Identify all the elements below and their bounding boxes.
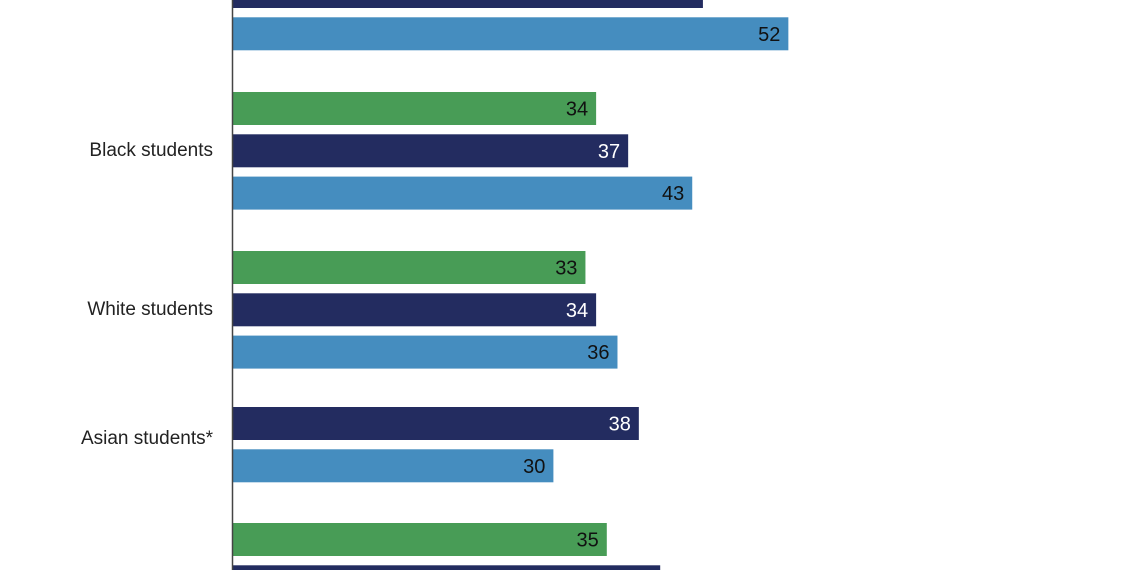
bar-value-label: 35 — [577, 530, 599, 552]
category-label: Black students — [89, 140, 213, 161]
bar-green — [233, 251, 586, 284]
bar-blue — [233, 17, 789, 51]
category-label: White students — [87, 299, 213, 320]
bar-navy — [233, 293, 597, 327]
bar-navy — [233, 134, 629, 168]
bar-navy — [233, 565, 661, 570]
bars-layer — [233, 0, 789, 570]
bar-value-label: 33 — [555, 258, 577, 280]
bar-value-label: 37 — [598, 141, 620, 163]
bar-value-label: 34 — [566, 300, 588, 322]
bar-value-label: 34 — [566, 99, 588, 121]
category-label: Asian students* — [81, 428, 214, 449]
bar-value-label: 30 — [523, 456, 545, 478]
bar-value-label: 52 — [758, 24, 780, 46]
bar-navy — [233, 0, 703, 8]
bar-blue — [233, 449, 554, 483]
labels-layer: 52Hispanic students343743Black students3… — [81, 24, 780, 552]
bar-value-label: 36 — [587, 342, 609, 364]
bar-blue — [233, 335, 618, 369]
bar-value-label: 38 — [609, 414, 631, 436]
bar-value-label: 43 — [662, 183, 684, 205]
bar-green — [233, 92, 597, 125]
bar-green — [233, 523, 607, 556]
bar-blue — [233, 176, 693, 210]
bar-navy — [233, 407, 639, 440]
